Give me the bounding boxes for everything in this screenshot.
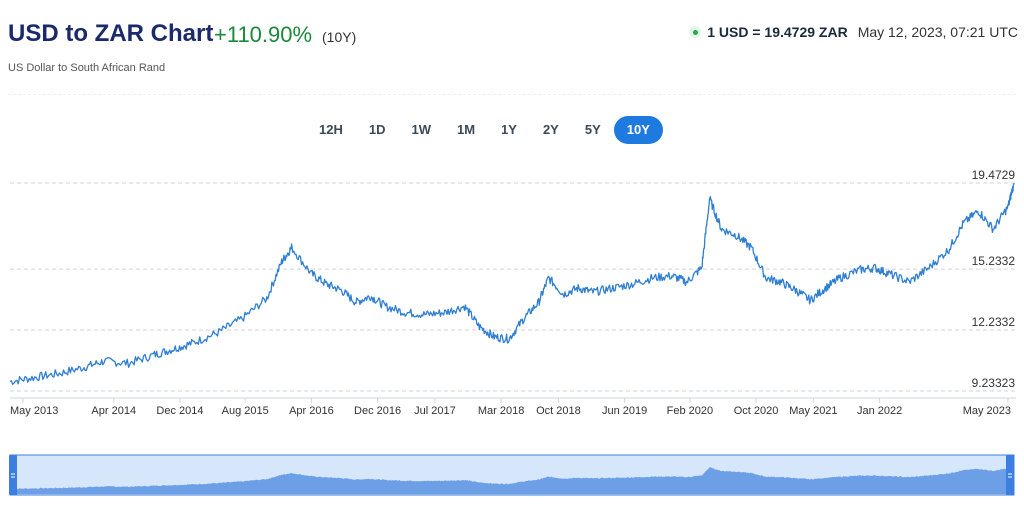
change-percent: +110.90% <box>214 22 313 47</box>
x-tick-label: Feb 2020 <box>667 405 713 417</box>
x-tick-label: Apr 2016 <box>289 405 334 417</box>
range-tabs: 12H 1D 1W 1M 1Y 2Y 5Y 10Y <box>306 116 663 144</box>
rate-timestamp: May 12, 2023, 07:21 UTC <box>857 24 1018 40</box>
page-title: USD to ZAR Chart <box>8 20 214 47</box>
live-indicator-icon <box>689 26 702 38</box>
tab-12h[interactable]: 12H <box>319 122 343 137</box>
x-tick-label: Aug 2015 <box>222 405 269 417</box>
x-tick-label: Jun 2019 <box>602 405 647 417</box>
navigator-background <box>9 454 1015 496</box>
header-divider <box>8 94 1016 95</box>
x-tick-label: Oct 2020 <box>734 405 779 417</box>
x-tick-label: Mar 2018 <box>478 405 524 417</box>
y-tick-label: 9.23323 <box>972 376 1016 390</box>
navigator[interactable] <box>9 454 1015 496</box>
change-period: (10Y) <box>322 29 357 45</box>
navigator-handle-left[interactable] <box>9 455 17 495</box>
x-tick-label: Dec 2016 <box>354 405 401 417</box>
y-tick-label: 12.2332 <box>972 315 1016 329</box>
tab-2y[interactable]: 2Y <box>542 122 559 137</box>
price-line <box>9 182 1015 385</box>
rate-value: 1 USD = 19.4729 ZAR <box>707 24 848 40</box>
page-subtitle: US Dollar to South African Rand <box>8 62 166 74</box>
navigator-area <box>10 465 1014 494</box>
x-tick-label: May 2013 <box>10 405 58 417</box>
live-rate: 1 USD = 19.4729 ZAR May 12, 2023, 07:21 … <box>689 24 1018 40</box>
x-tick-label: May 2023 <box>963 405 1011 417</box>
x-tick-label: Oct 2018 <box>536 405 581 417</box>
tab-1d[interactable]: 1D <box>368 122 386 137</box>
x-tick-label: Jan 2022 <box>857 405 902 417</box>
tab-1y[interactable]: 1Y <box>501 122 517 137</box>
navigator-handle-right[interactable] <box>1006 455 1014 495</box>
x-tick-label: May 2021 <box>789 405 837 417</box>
tab-1w[interactable]: 1W <box>411 122 431 137</box>
tab-1m[interactable]: 1M <box>456 122 476 137</box>
y-tick-label: 19.4729 <box>972 168 1016 182</box>
x-tick-label: Apr 2014 <box>91 405 136 417</box>
tab-10y[interactable]: 10Y <box>613 116 663 144</box>
x-tick-label: Jul 2017 <box>414 405 456 417</box>
y-tick-label: 15.2332 <box>972 254 1016 268</box>
x-tick-label: Dec 2014 <box>156 405 203 417</box>
tab-5y[interactable]: 5Y <box>584 122 601 137</box>
